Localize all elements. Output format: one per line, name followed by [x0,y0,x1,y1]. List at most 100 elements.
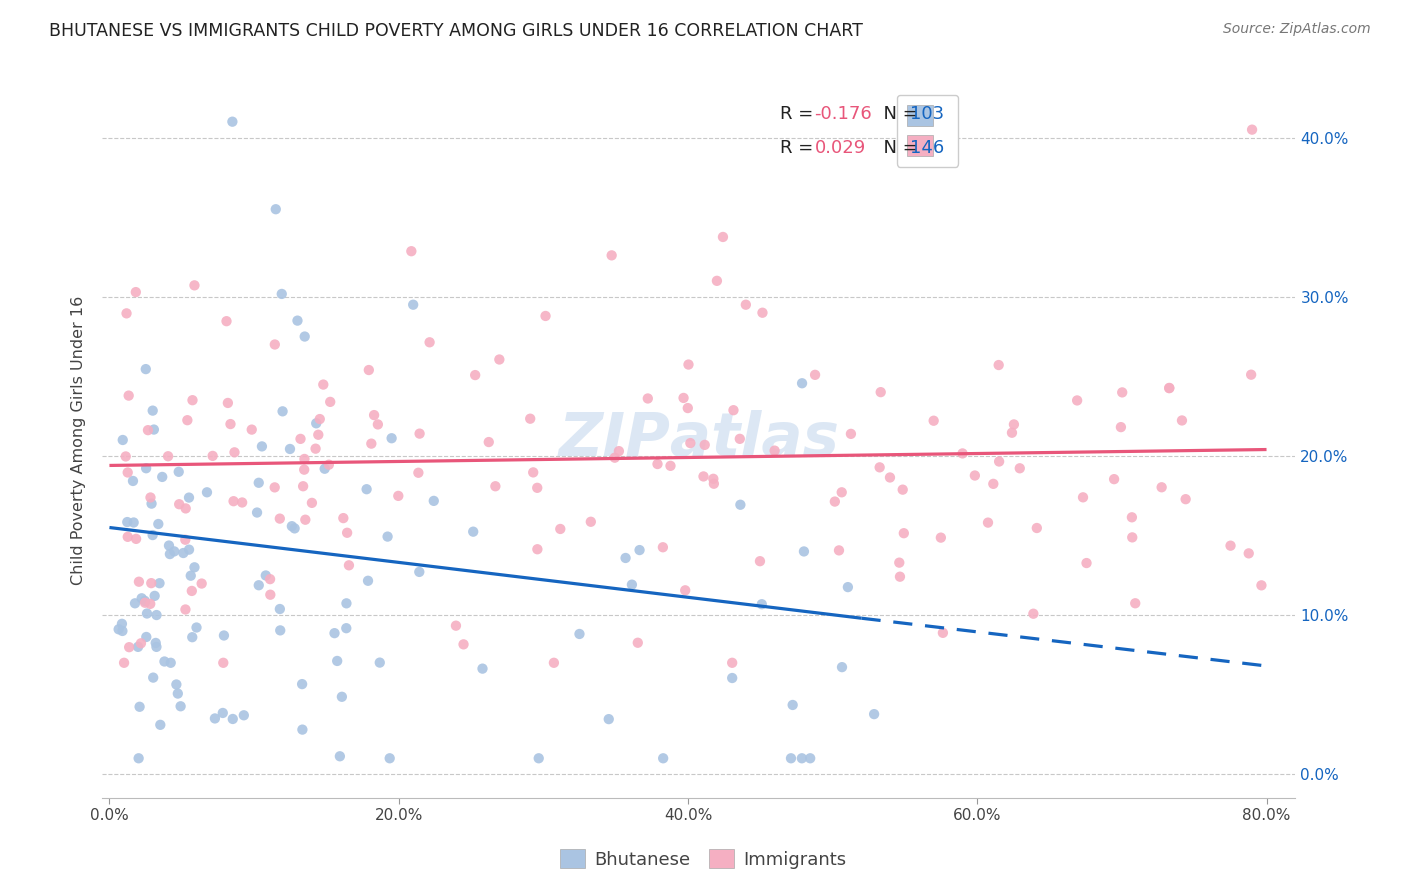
Point [453,637,475,651]
Point [804,368,827,382]
Point [987,358,1010,372]
Point [157,539,180,553]
Point [1241,122,1264,136]
Point [751,306,773,320]
Point [1002,417,1025,432]
Point [782,698,804,712]
Point [112,656,135,670]
Point [222,712,245,726]
Point [651,541,673,555]
Point [377,530,399,544]
Point [263,337,285,351]
Point [301,496,323,510]
Point [579,515,602,529]
Point [463,524,485,539]
Point [118,640,141,655]
Point [676,401,699,415]
Point [627,636,650,650]
Point [122,474,145,488]
Text: R =: R = [780,139,818,157]
Point [869,460,891,475]
Point [723,403,745,417]
Point [174,533,197,547]
Point [1008,461,1031,475]
Point [204,711,226,725]
Point [181,393,204,408]
Point [250,439,273,453]
Point [831,660,853,674]
Point [1159,381,1181,395]
Point [356,482,378,496]
Point [329,749,352,764]
Point [159,656,181,670]
Point [1066,393,1088,408]
Point [143,589,166,603]
Point [526,481,548,495]
Point [703,476,725,491]
Point [381,431,404,445]
Point [107,622,129,636]
Point [692,469,714,483]
Point [149,718,172,732]
Point [721,656,744,670]
Point [1022,607,1045,621]
Point [111,624,134,638]
Point [139,491,162,505]
Point [224,445,246,459]
Point [183,560,205,574]
Point [1071,491,1094,505]
Point [363,408,385,422]
Text: -0.176: -0.176 [814,105,872,123]
Point [614,551,637,566]
Point [471,662,494,676]
Point [153,655,176,669]
Point [111,616,134,631]
Point [159,547,181,561]
Point [294,452,316,467]
Point [1109,420,1132,434]
Point [1001,425,1024,440]
Point [142,528,165,542]
Point [294,513,316,527]
Point [360,436,382,450]
Point [111,433,134,447]
Point [142,403,165,417]
Point [141,576,163,591]
Point [693,438,716,452]
Point [172,546,194,560]
Point [247,578,270,592]
Point [929,531,952,545]
Text: R =: R = [780,105,818,123]
Point [568,627,591,641]
Point [988,454,1011,468]
Point [408,565,430,579]
Point [323,626,346,640]
Point [550,522,572,536]
Point [828,543,851,558]
Point [922,414,945,428]
Point [721,671,744,685]
Point [195,485,218,500]
Point [177,542,200,557]
Text: N =: N = [872,105,924,123]
Point [893,526,915,541]
Point [114,450,136,464]
Point [780,751,803,765]
Point [952,446,974,460]
Point [1150,480,1173,494]
Text: 146: 146 [910,139,945,157]
Point [269,624,291,638]
Point [294,329,316,343]
Point [211,706,233,720]
Point [423,494,446,508]
Legend: Bhutanese, Immigrants: Bhutanese, Immigrants [553,842,853,876]
Point [628,543,651,558]
Point [212,656,235,670]
Point [839,426,862,441]
Point [519,411,541,425]
Point [125,532,148,546]
Point [307,427,329,442]
Point [527,751,550,765]
Point [271,404,294,418]
Point [128,699,150,714]
